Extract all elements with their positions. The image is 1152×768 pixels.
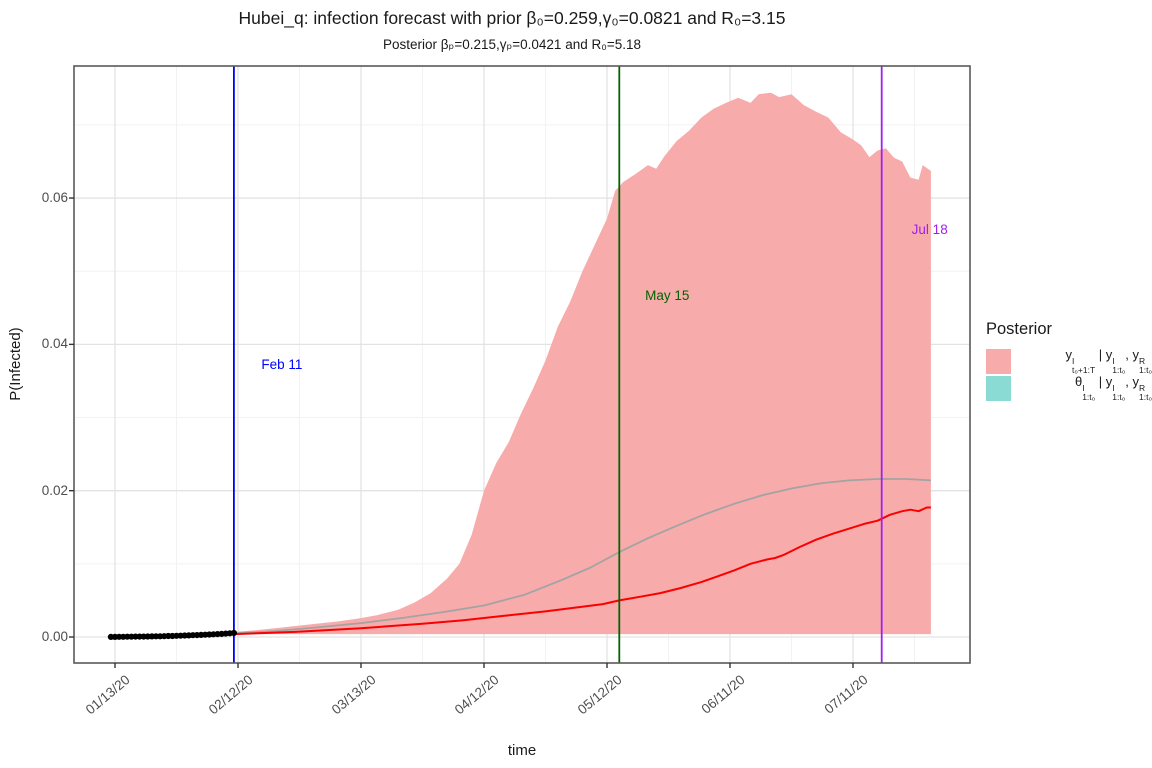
y-tick-label: 0.04 <box>41 336 68 352</box>
forecast-credible-band <box>233 92 931 635</box>
chart-subtitle: Posterior βₚ=0.215,γₚ=0.0421 and R₀=5.18 <box>383 37 641 52</box>
posterior-mean-line <box>233 478 931 635</box>
legend-swatch <box>986 348 1011 374</box>
vline-label: Jul 18 <box>911 222 948 238</box>
x-axis-title: time <box>507 742 537 759</box>
vline-label: May 15 <box>645 288 690 304</box>
y-tick-label: 0.02 <box>41 482 68 498</box>
vline-label: Feb 11 <box>261 356 303 372</box>
observed-data-point <box>230 629 237 637</box>
legend-swatch <box>986 375 1011 401</box>
legend-title: Posterior <box>986 320 1053 338</box>
forecast-median-line <box>233 506 931 636</box>
y-tick-label: 0.06 <box>41 190 68 206</box>
y-axis-title: P(Infected) <box>7 327 24 401</box>
y-tick-label: 0.00 <box>41 629 68 644</box>
legend-entry-label: θ I 1:t₀ | y I 1:t₀, y R 1:t₀ <box>1074 374 1152 402</box>
chart-title: Hubei_q: infection forecast with prior β… <box>238 8 786 28</box>
legend-entry-posterior-theta-band: θ I 1:t₀ | y I 1:t₀, y R 1:t₀ <box>986 374 1152 402</box>
panel-border <box>73 65 971 664</box>
